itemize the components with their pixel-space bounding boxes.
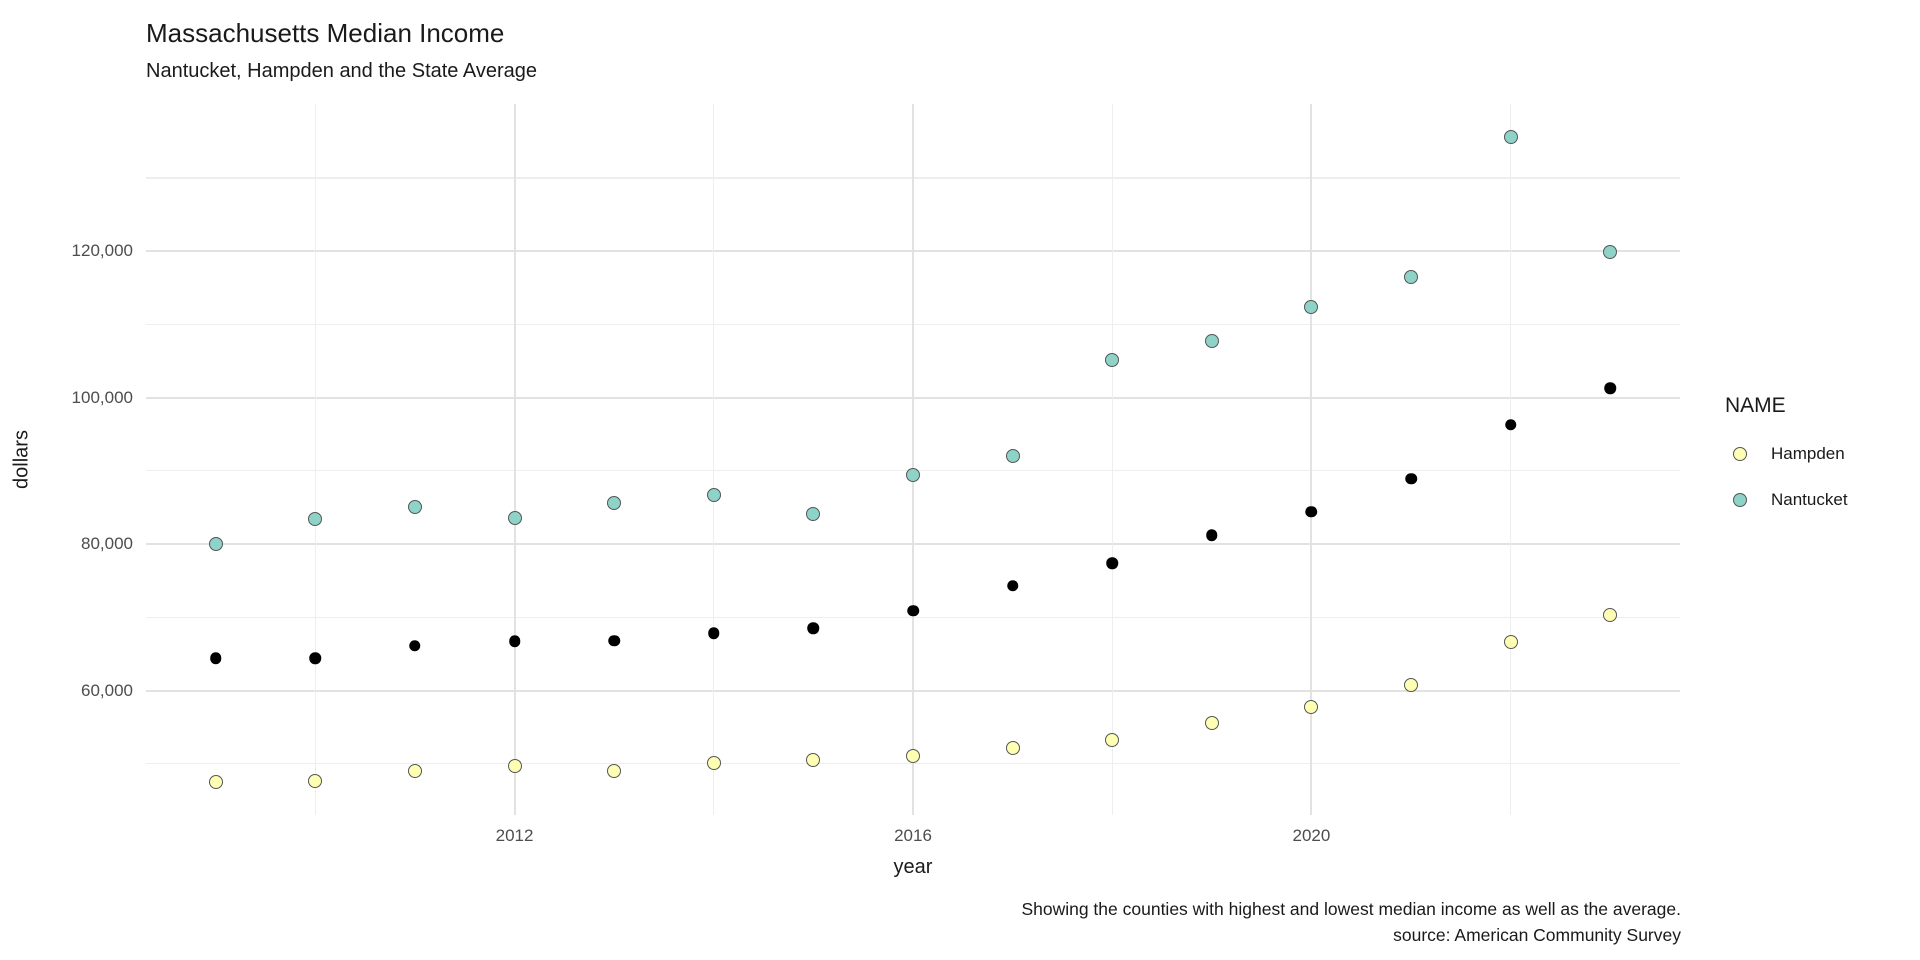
point-state-average-2021 <box>1405 473 1417 485</box>
x-tick-label-2012: 2012 <box>495 826 534 845</box>
chart-title: Massachusetts Median Income <box>146 18 505 48</box>
caption: Showing the counties with highest and lo… <box>1021 896 1681 948</box>
gridline-x-major-2012 <box>513 104 516 815</box>
point-nantucket-2023 <box>1603 244 1618 259</box>
gridline-x-minor-2010 <box>314 104 316 815</box>
point-hampden-2015 <box>806 753 821 768</box>
point-hampden-2017 <box>1005 740 1020 755</box>
legend-item-label: Nantucket <box>1771 490 1848 509</box>
y-axis-title: dollars <box>10 430 33 489</box>
gridline-x-minor-2022 <box>1510 104 1512 815</box>
legend-item-label: Hampden <box>1771 444 1845 463</box>
point-nantucket-2012 <box>507 511 522 526</box>
point-hampden-2016 <box>906 749 920 764</box>
point-nantucket-2016 <box>906 467 920 482</box>
legend-title: NAME <box>1725 394 1786 417</box>
point-state-average-2018 <box>1106 557 1118 569</box>
point-state-average-2023 <box>1604 382 1617 394</box>
point-nantucket-2014 <box>706 488 721 502</box>
y-tick-label-100000: 100,000 <box>71 387 133 407</box>
point-hampden-2014 <box>706 756 721 770</box>
point-hampden-2011 <box>407 764 422 779</box>
point-nantucket-2019 <box>1204 333 1219 348</box>
caption-line-1: Showing the counties with highest and lo… <box>1021 899 1681 919</box>
gridline-x-major-2020 <box>1310 104 1313 815</box>
x-axis-title: year <box>893 856 933 878</box>
point-state-average-2009 <box>209 652 222 665</box>
point-state-average-2013 <box>608 634 620 647</box>
legend-item-hampden: Hampden <box>1710 431 1920 477</box>
point-nantucket-2021 <box>1404 269 1419 284</box>
point-state-average-2012 <box>508 635 521 648</box>
point-state-average-2020 <box>1305 506 1318 518</box>
legend: NAME Hampden Nantucket <box>1710 394 1920 523</box>
point-hampden-2010 <box>308 774 323 789</box>
x-tick-label-2020: 2020 <box>1292 826 1331 845</box>
gridline-x-minor-2014 <box>713 104 715 815</box>
point-nantucket-2018 <box>1105 352 1120 367</box>
gridline-x-major-2016 <box>912 104 914 815</box>
point-nantucket-2015 <box>806 507 821 522</box>
legend-items: Hampden Nantucket <box>1710 431 1920 523</box>
point-state-average-2017 <box>1006 580 1019 592</box>
chart-subtitle: Nantucket, Hampden and the State Average <box>146 60 538 82</box>
point-hampden-2018 <box>1105 732 1120 747</box>
point-nantucket-2013 <box>607 496 622 511</box>
point-nantucket-2011 <box>407 499 422 514</box>
point-nantucket-2009 <box>208 537 223 552</box>
point-state-average-2010 <box>309 652 322 665</box>
legend-item-nantucket: Nantucket <box>1710 477 1920 523</box>
caption-line-2: source: American Community Survey <box>1393 925 1681 945</box>
point-state-average-2019 <box>1206 529 1218 542</box>
point-hampden-2021 <box>1404 677 1419 692</box>
legend-key-circle-icon <box>1733 447 1747 461</box>
point-nantucket-2017 <box>1005 449 1020 464</box>
point-hampden-2020 <box>1304 700 1319 715</box>
point-nantucket-2020 <box>1304 299 1319 314</box>
point-hampden-2019 <box>1204 716 1219 731</box>
point-state-average-2022 <box>1504 418 1517 431</box>
point-state-average-2014 <box>708 627 720 640</box>
point-hampden-2023 <box>1603 608 1618 623</box>
gridline-x-minor-2018 <box>1111 104 1113 815</box>
point-hampden-2012 <box>507 758 522 773</box>
y-tick-label-80000: 80,000 <box>81 534 133 554</box>
point-hampden-2009 <box>208 775 223 790</box>
point-state-average-2015 <box>807 622 820 635</box>
point-nantucket-2010 <box>308 512 323 527</box>
point-nantucket-2022 <box>1503 129 1518 144</box>
point-hampden-2013 <box>607 764 622 779</box>
y-tick-label-60000: 60,000 <box>81 680 133 700</box>
x-tick-label-2016: 2016 <box>894 826 932 845</box>
y-tick-label-120000: 120,000 <box>71 241 133 261</box>
plot-panel <box>146 104 1680 815</box>
point-state-average-2016 <box>907 604 919 617</box>
point-hampden-2022 <box>1503 635 1518 650</box>
point-state-average-2011 <box>409 640 421 652</box>
legend-key-circle-icon <box>1733 493 1747 507</box>
